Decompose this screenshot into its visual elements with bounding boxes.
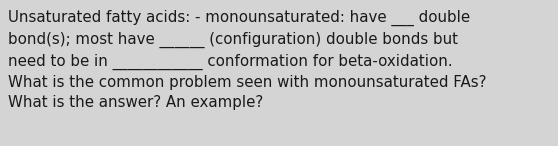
Text: Unsaturated fatty acids: - monounsaturated: have ___ double
bond(s); most have _: Unsaturated fatty acids: - monounsaturat… <box>8 10 487 110</box>
